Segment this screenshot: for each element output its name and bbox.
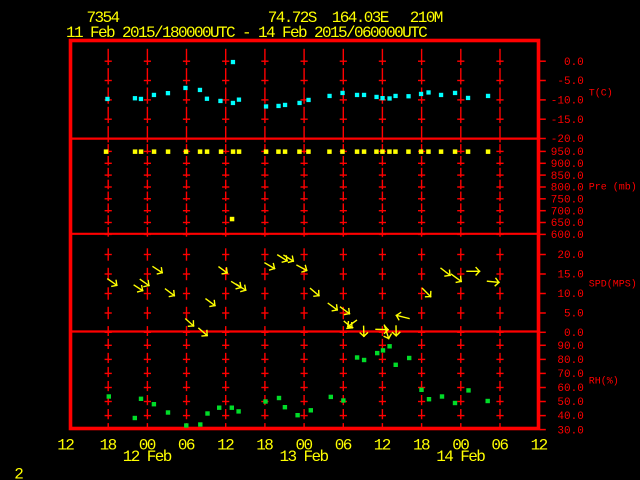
svg-text:850.0: 850.0 <box>551 171 584 183</box>
svg-text:600.0: 600.0 <box>551 230 584 242</box>
svg-text:12: 12 <box>217 437 234 455</box>
svg-text:950.0: 950.0 <box>551 147 584 159</box>
svg-text:60.0: 60.0 <box>557 383 583 395</box>
svg-text:10.0: 10.0 <box>557 289 583 301</box>
svg-text:T(C): T(C) <box>589 87 613 99</box>
svg-text:12: 12 <box>374 437 391 455</box>
svg-text:0.0: 0.0 <box>564 328 584 340</box>
svg-text:00: 00 <box>452 437 469 455</box>
svg-text:700.0: 700.0 <box>551 206 584 218</box>
svg-text:164.03E: 164.03E <box>332 9 389 27</box>
svg-text:74.72S: 74.72S <box>268 9 317 27</box>
svg-text:800.0: 800.0 <box>551 183 584 195</box>
svg-text:750.0: 750.0 <box>551 195 584 207</box>
svg-text:40.0: 40.0 <box>557 411 583 423</box>
svg-text:15.0: 15.0 <box>557 270 583 282</box>
svg-text:210M: 210M <box>410 9 443 27</box>
svg-text:80.0: 80.0 <box>557 355 583 367</box>
svg-text:RH(%): RH(%) <box>589 376 619 388</box>
svg-text:18: 18 <box>100 437 117 455</box>
svg-text:30.0: 30.0 <box>557 425 583 437</box>
svg-text:06: 06 <box>335 437 352 455</box>
svg-text:11 Feb 2015/180000UTC - 14 Feb: 11 Feb 2015/180000UTC - 14 Feb 2015/0600… <box>66 24 427 42</box>
svg-text:70.0: 70.0 <box>557 369 583 381</box>
svg-text:-20.0: -20.0 <box>551 134 584 146</box>
svg-text:650.0: 650.0 <box>551 218 584 230</box>
svg-text:06: 06 <box>491 437 508 455</box>
svg-text:06: 06 <box>178 437 195 455</box>
svg-text:50.0: 50.0 <box>557 397 583 409</box>
svg-text:00: 00 <box>295 437 312 455</box>
svg-text:00: 00 <box>139 437 156 455</box>
svg-text:12: 12 <box>531 437 548 455</box>
svg-text:-5.0: -5.0 <box>557 76 583 88</box>
svg-text:20.0: 20.0 <box>557 250 583 262</box>
svg-text:5.0: 5.0 <box>564 309 584 321</box>
svg-text:12 Feb: 12 Feb <box>123 448 172 466</box>
svg-text:14 Feb: 14 Feb <box>436 448 485 466</box>
svg-text:18: 18 <box>256 437 273 455</box>
svg-text:Pre (mb): Pre (mb) <box>589 182 637 194</box>
svg-text:18: 18 <box>413 437 430 455</box>
svg-text:12: 12 <box>57 437 74 455</box>
svg-text:7354: 7354 <box>87 9 120 27</box>
svg-text:900.0: 900.0 <box>551 159 584 171</box>
svg-text:-15.0: -15.0 <box>551 115 584 127</box>
svg-text:0.0: 0.0 <box>564 57 584 69</box>
svg-text:SPD(MPS): SPD(MPS) <box>589 278 637 290</box>
svg-text:-10.0: -10.0 <box>551 96 584 108</box>
svg-text:90.0: 90.0 <box>557 341 583 353</box>
svg-text:2: 2 <box>14 466 23 480</box>
svg-text:13 Feb: 13 Feb <box>279 448 328 466</box>
